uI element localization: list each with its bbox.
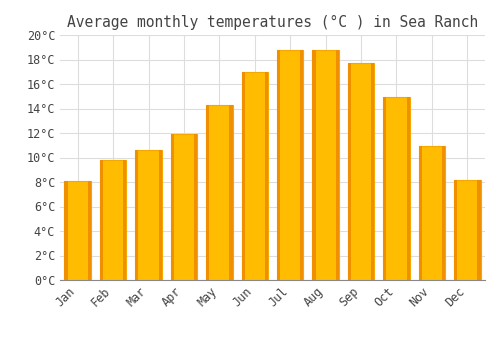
- Bar: [277, 50, 303, 280]
- Bar: [100, 160, 126, 280]
- Bar: [277, 50, 280, 280]
- Bar: [418, 146, 445, 280]
- Bar: [300, 50, 304, 280]
- Bar: [136, 150, 162, 280]
- Bar: [442, 146, 445, 280]
- Bar: [265, 72, 268, 280]
- Bar: [136, 150, 138, 280]
- Title: Average monthly temperatures (°C ) in Sea Ranch: Average monthly temperatures (°C ) in Se…: [67, 15, 478, 30]
- Bar: [88, 181, 91, 280]
- Bar: [100, 160, 103, 280]
- Bar: [336, 50, 339, 280]
- Bar: [406, 97, 410, 280]
- Bar: [194, 134, 197, 280]
- Bar: [242, 72, 268, 280]
- Bar: [64, 181, 91, 280]
- Bar: [418, 146, 422, 280]
- Bar: [230, 105, 232, 280]
- Bar: [348, 63, 351, 280]
- Bar: [64, 181, 68, 280]
- Bar: [170, 134, 174, 280]
- Bar: [454, 180, 457, 280]
- Bar: [312, 50, 339, 280]
- Bar: [123, 160, 126, 280]
- Bar: [454, 180, 480, 280]
- Bar: [478, 180, 480, 280]
- Bar: [158, 150, 162, 280]
- Bar: [348, 63, 374, 280]
- Bar: [383, 97, 409, 280]
- Bar: [206, 105, 210, 280]
- Bar: [170, 134, 197, 280]
- Bar: [371, 63, 374, 280]
- Bar: [206, 105, 233, 280]
- Bar: [312, 50, 316, 280]
- Bar: [383, 97, 386, 280]
- Bar: [242, 72, 244, 280]
